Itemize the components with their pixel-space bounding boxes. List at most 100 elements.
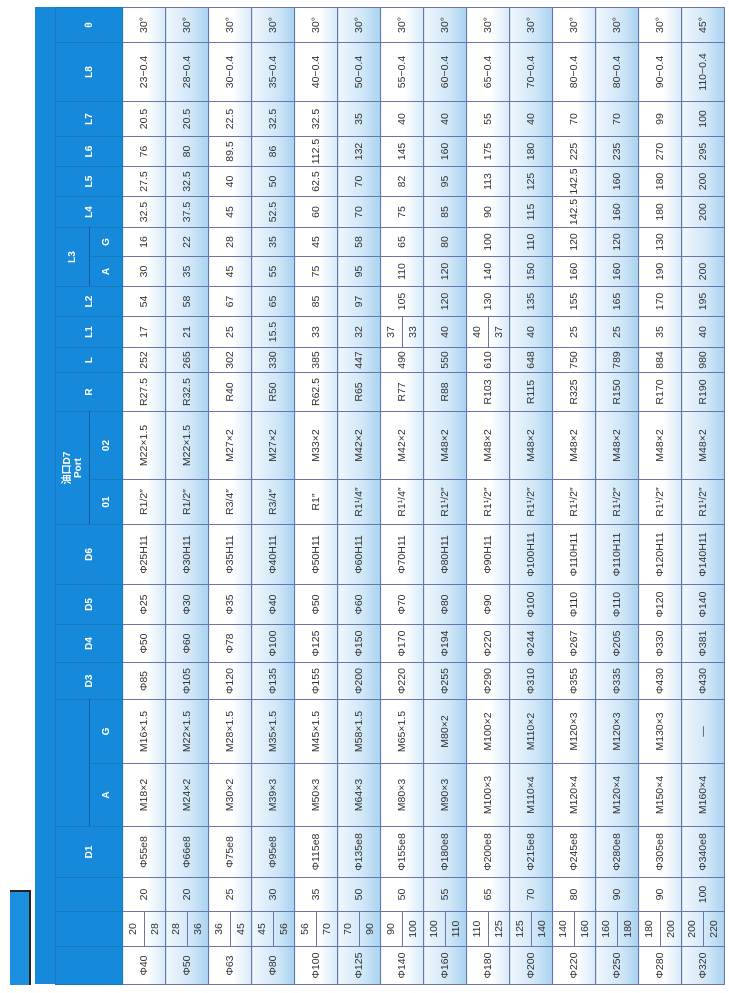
cell-r: R27.5	[122, 372, 166, 412]
cell-l1: 40 37	[466, 316, 510, 348]
cell-bore: Φ280	[638, 946, 682, 985]
cell-stroke-part: 125	[514, 920, 527, 938]
header-bore	[55, 946, 123, 985]
cell-d5: Φ35	[208, 584, 252, 625]
cell-bore: Φ200	[509, 946, 553, 985]
cell-d1: Φ155e8	[380, 826, 424, 878]
cell-l7: 99	[638, 101, 682, 137]
cell-d4: Φ78	[208, 624, 252, 663]
cell-d1: Φ245e8	[552, 826, 596, 878]
cell-theta: 30°	[509, 7, 553, 43]
cell-l8: 23−0.4	[122, 42, 166, 102]
cell-d1: Φ180e8	[423, 826, 467, 878]
cell-d6: Φ60H11	[337, 524, 381, 585]
cell-d3: Φ155	[294, 662, 338, 700]
cell-d6: Φ120H11	[638, 524, 682, 585]
header-stroke	[55, 911, 123, 947]
cell-l6: 89.5	[208, 136, 252, 167]
cell-d5: Φ140	[681, 584, 725, 625]
cell-d1: Φ200e8	[466, 826, 510, 878]
cell-d3: Φ335	[595, 662, 639, 700]
cell-l1: 15.5	[251, 316, 295, 348]
cell-l: 490	[380, 347, 424, 373]
header-d1: D1	[55, 826, 123, 878]
cell-l1: 17	[122, 316, 166, 348]
cell-l1: 33	[294, 316, 338, 348]
cell-bore: Φ80	[251, 946, 295, 985]
cell-theta: 30°	[380, 7, 424, 43]
cell-l8: 90−0.4	[638, 42, 682, 102]
header-l4: L4	[55, 196, 123, 228]
cell-l: 884	[638, 347, 682, 373]
cell-r: R325	[552, 372, 596, 412]
cell-l1: 25	[595, 316, 639, 348]
cell-d3: Φ85	[122, 662, 166, 700]
cell-d5: Φ90	[466, 584, 510, 625]
cell-d4: Φ60	[165, 624, 209, 663]
table-row: Φ200 125 140 70 Φ215e8 M110×4 M110×2 Φ310 Φ244 Φ1…	[509, 7, 553, 985]
cell-stroke: 70 90	[337, 911, 381, 947]
cell-stroke-part: 70	[315, 912, 337, 946]
cell-g: M80×2	[423, 699, 467, 764]
cell-p01: R1/2″	[122, 479, 166, 525]
cell-l4: 200	[681, 196, 725, 228]
cell-r: R150	[595, 372, 639, 412]
cell-d5: Φ110	[552, 584, 596, 625]
table-row: Φ280 180 200 90 Φ305e8 M150×4 M130×3 Φ430 Φ330 Φ1…	[638, 7, 682, 985]
cell-l: 385	[294, 347, 338, 373]
cell-p02: M48×2	[552, 411, 596, 480]
cell-d3: Φ430	[681, 662, 725, 700]
cell-l4: 32.5	[122, 196, 166, 228]
cell-l2: 155	[552, 286, 596, 317]
header-l6: L6	[55, 136, 123, 167]
cell-l8: 55−0.4	[380, 42, 424, 102]
cell-l2: 170	[638, 286, 682, 317]
cell-stroke-part: 140	[530, 912, 552, 946]
cell-l4: 45	[208, 196, 252, 228]
cell-p01: R1¹/2″	[638, 479, 682, 525]
cell-d6: Φ50H11	[294, 524, 338, 585]
header-l3-g: G	[89, 227, 123, 257]
cell-l8: 28−0.4	[165, 42, 209, 102]
cell-d4: Φ170	[380, 624, 424, 663]
cell-d4: Φ220	[466, 624, 510, 663]
cell-stroke-part: 20	[127, 923, 140, 935]
table-body: Φ40 20 28 20 Φ55e8 M18×2 M16×1.5 Φ85 Φ50 Φ25 Φ25H1…	[122, 7, 725, 985]
cell-a: M150×4	[638, 763, 682, 827]
cell-a: M110×4	[509, 763, 553, 827]
cell-stroke-part: 125	[487, 912, 509, 946]
cell-l3a: 120	[423, 256, 467, 287]
cell-d3: Φ220	[380, 662, 424, 700]
cell-l5: 62.5	[294, 166, 338, 197]
cell-d1: Φ115e8	[294, 826, 338, 878]
cell-d4: Φ205	[595, 624, 639, 663]
cell-l: 980	[681, 347, 725, 373]
cell-l: 648	[509, 347, 553, 373]
cell-d5: Φ100	[509, 584, 553, 625]
table-row: Φ250 160 180 90 Φ280e8 M120×4 M120×3 Φ335 Φ205 Φ1…	[595, 7, 639, 985]
cell-l6: 145	[380, 136, 424, 167]
cell-l: 789	[595, 347, 639, 373]
cell-l3g: 45	[294, 227, 338, 257]
cell-p02: M27×2	[208, 411, 252, 480]
cell-d6: Φ70H11	[380, 524, 424, 585]
cell-d4: Φ100	[251, 624, 295, 663]
cell-bore: Φ160	[423, 946, 467, 985]
table-row: Φ180 110 125 65 Φ200e8 M100×3 M100×2 Φ290 Φ220 Φ9…	[466, 7, 510, 985]
cell-l6: 76	[122, 136, 166, 167]
cell-l: 265	[165, 347, 209, 373]
cell-d6: Φ25H11	[122, 524, 166, 585]
cell-rod: 25	[208, 877, 252, 912]
cell-l3a: 35	[165, 256, 209, 287]
cell-a: M18×2	[122, 763, 166, 827]
cell-p01: R1¹/4″	[337, 479, 381, 525]
header-rod	[55, 877, 123, 912]
cell-l4: 142.5	[552, 196, 596, 228]
cell-l8: 65−0.4	[466, 42, 510, 102]
cell-l7: 40	[509, 101, 553, 137]
cell-stroke-part: 56	[299, 923, 312, 935]
cell-stroke: 125 140	[509, 911, 553, 947]
cell-d4: Φ150	[337, 624, 381, 663]
cell-rod: 20	[165, 877, 209, 912]
cell-l2: 120	[423, 286, 467, 317]
